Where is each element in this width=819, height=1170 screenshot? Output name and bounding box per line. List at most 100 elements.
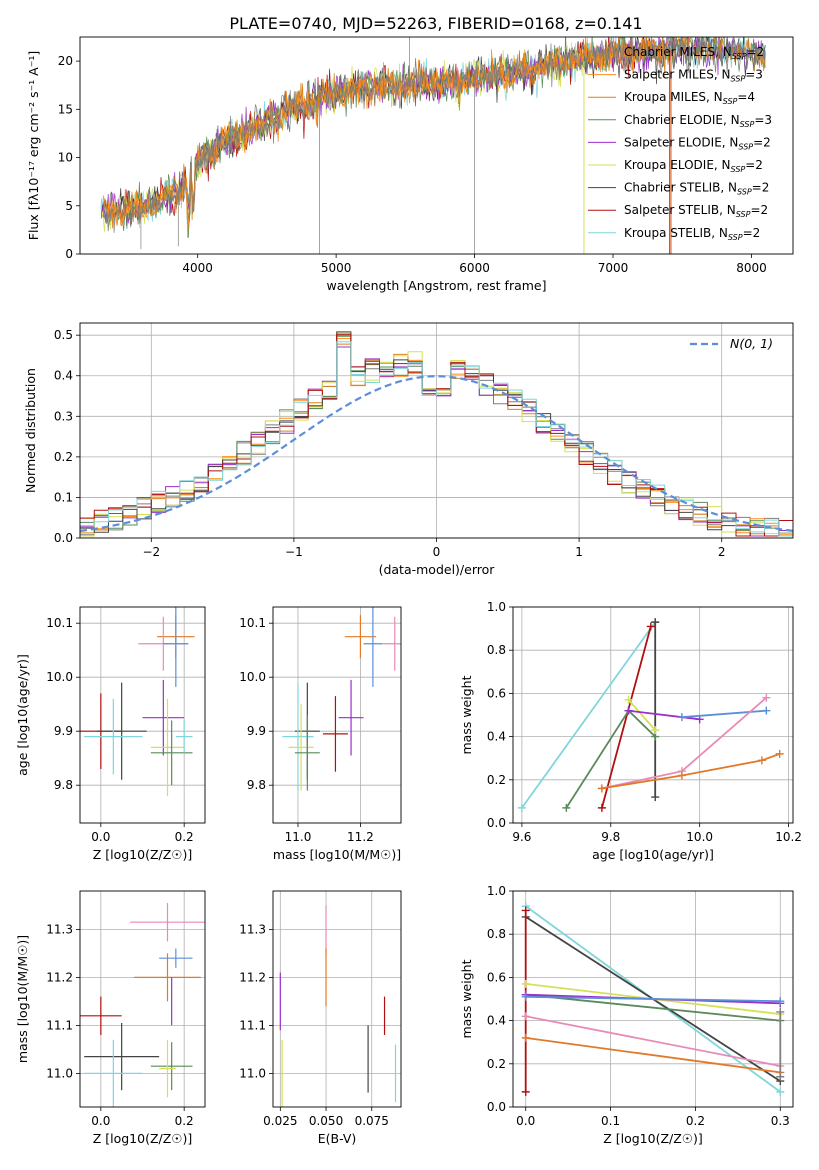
x-tick-label: 0.1 [601, 1114, 620, 1128]
legend-text: Chabrier ELODIE, N [624, 113, 740, 127]
chabrier_elodie-weight-line [525, 993, 781, 1022]
legend-text: Chabrier MILES, N [624, 45, 732, 59]
plus-marker [646, 622, 655, 631]
y-tick-label: 0.2 [487, 1057, 506, 1071]
y-tick-label: 10.0 [239, 670, 266, 684]
y-tick-label: 0.2 [487, 773, 506, 787]
x-tick-label: 9.8 [601, 830, 620, 844]
salpeter_stelib-weight-line [601, 626, 652, 809]
y-tick-label: 0.4 [54, 369, 73, 383]
x-axis-label: Z [log10(Z/Z☉)] [603, 1131, 703, 1146]
plus-marker [651, 726, 660, 735]
salpeter_elodie-weight-line [628, 709, 700, 721]
orange-weight-line [525, 1037, 781, 1074]
spectrum-frame [79, 36, 794, 255]
normal-legend-label: N(0, 1) [730, 336, 773, 351]
plus-marker [521, 1087, 530, 1096]
y-tick-label: 0.6 [487, 970, 506, 984]
y-tick-label: 5 [65, 199, 73, 213]
residuals-axes: −2 −1 0 1 2 0.0 0.1 0.2 0.3 0.4 0.5 (data-model)/er… [23, 323, 793, 577]
kroupa_stelib-weight-line [521, 621, 656, 809]
y-tick-label: 9.8 [247, 778, 266, 792]
legend-suffix: =2 [746, 45, 764, 59]
legend-suffix: =2 [745, 158, 763, 172]
y-tick-label: 0 [65, 247, 73, 261]
x-tick-label: 0.025 [263, 1114, 297, 1128]
y-tick-label: 0.0 [487, 1100, 506, 1114]
y-tick-label: 11.0 [239, 1066, 266, 1080]
x-tick-label: 11.2 [347, 830, 374, 844]
y-tick-label: 9.9 [54, 724, 73, 738]
legend-subscript: SSP [738, 142, 753, 151]
legend-text: Salpeter ELODIE, N [624, 135, 738, 149]
plus-marker [521, 1033, 530, 1042]
age_vs_mass-points [282, 607, 401, 791]
weight_vs_Z-series [521, 902, 785, 1096]
pink-weight-line [525, 1015, 781, 1067]
y-tick-label: 1.0 [487, 600, 506, 614]
y-tick-label: 0.4 [487, 1014, 506, 1028]
weight_vs_age-series [517, 618, 784, 812]
figure-title: PLATE=0740, MJD=52263, FIBERID=0168, z=0… [229, 14, 642, 33]
plus-marker [776, 1007, 785, 1016]
plus-marker [624, 695, 633, 704]
plus-marker [776, 1087, 785, 1096]
x-tick-label: −2 [142, 545, 160, 559]
plus-marker [521, 992, 530, 1001]
y-axis-label: mass [log10(M/M☉)] [15, 935, 30, 1063]
spectrum-lines [100, 37, 766, 254]
plus-marker [597, 803, 606, 812]
x-axis-label: age [log10(age/yr)] [592, 847, 714, 862]
legend-text: Salpeter STELIB, N [624, 203, 736, 217]
age_vs_Z-axes: 0.0 0.2 9.8 9.9 10.0 10.1 Z [log10(Z/Z☉)] age [… [15, 607, 205, 862]
legend-entry: Chabrier ELODIE, NSSP=3 [624, 113, 772, 129]
normal-curve [80, 375, 793, 532]
legend-entry: Kroupa STELIB, NSSP=2 [624, 226, 760, 242]
y-tick-label: 11.0 [46, 1066, 73, 1080]
legend-entry: Salpeter STELIB, NSSP=2 [624, 203, 768, 219]
plus-marker [776, 1072, 785, 1081]
y-tick-label: 15 [58, 102, 73, 116]
y-tick-label: 0.5 [54, 328, 73, 342]
y-tick-label: 0.6 [487, 686, 506, 700]
x-tick-label: 8000 [736, 261, 767, 275]
plus-marker [517, 803, 526, 812]
y-axis-label: mass weight [459, 675, 474, 754]
legend-subscript: SSP [740, 120, 755, 129]
y-tick-label: 0.4 [487, 730, 506, 744]
x-axis-label: wavelength [Angstrom, rest frame] [326, 278, 546, 293]
legend-suffix: =2 [752, 181, 770, 195]
legend-text: Salpeter MILES, N [624, 68, 731, 82]
miles_blue-weight-line [681, 709, 767, 719]
y-tick-label: 10.1 [46, 616, 73, 630]
mass_vs_ebv-frame [272, 890, 402, 1108]
plus-marker [762, 693, 771, 702]
age_vs_mass-axes: 11.0 11.2 9.8 9.9 10.0 10.1 mass [log10(M/M☉)] [239, 607, 401, 862]
plus-marker [762, 706, 771, 715]
x-axis-label: (data-model)/error [379, 562, 496, 577]
x-tick-label: 2 [718, 545, 726, 559]
x-tick-label: 4000 [182, 261, 213, 275]
legend-entry: Salpeter MILES, NSSP=3 [624, 68, 763, 84]
age_vs_mass-frame [272, 606, 402, 824]
y-tick-label: 11.1 [239, 1018, 266, 1032]
plus-marker [521, 979, 530, 988]
x-axis-label: E(B-V) [318, 1131, 357, 1146]
legend-subscript: SSP [737, 188, 752, 197]
x-tick-label: 0 [433, 545, 441, 559]
x-tick-label: 7000 [598, 261, 629, 275]
x-tick-label: 0.2 [175, 1114, 194, 1128]
plus-marker [521, 1012, 530, 1021]
plus-marker [597, 784, 606, 793]
legend-entry: Chabrier MILES, NSSP=2 [624, 45, 764, 61]
legend-text: Kroupa MILES, N [624, 90, 723, 104]
y-tick-label: 0.1 [54, 490, 73, 504]
y-tick-label: 0.3 [54, 409, 73, 423]
x-tick-label: 0.3 [771, 1114, 790, 1128]
x-tick-label: 0.075 [355, 1114, 389, 1128]
y-tick-label: 0.8 [487, 643, 506, 657]
y-axis-label: Flux [fλ10⁻¹⁷ erg cm⁻² s⁻¹ A⁻¹] [26, 51, 41, 240]
age_vs_Z-points [80, 607, 195, 796]
y-tick-label: 11.3 [239, 922, 266, 936]
weight_vs_Z-axes: 0.0 0.1 0.2 0.3 0.0 0.2 0.4 0.6 0.8 1.0 Z [log10(Z… [459, 884, 793, 1146]
